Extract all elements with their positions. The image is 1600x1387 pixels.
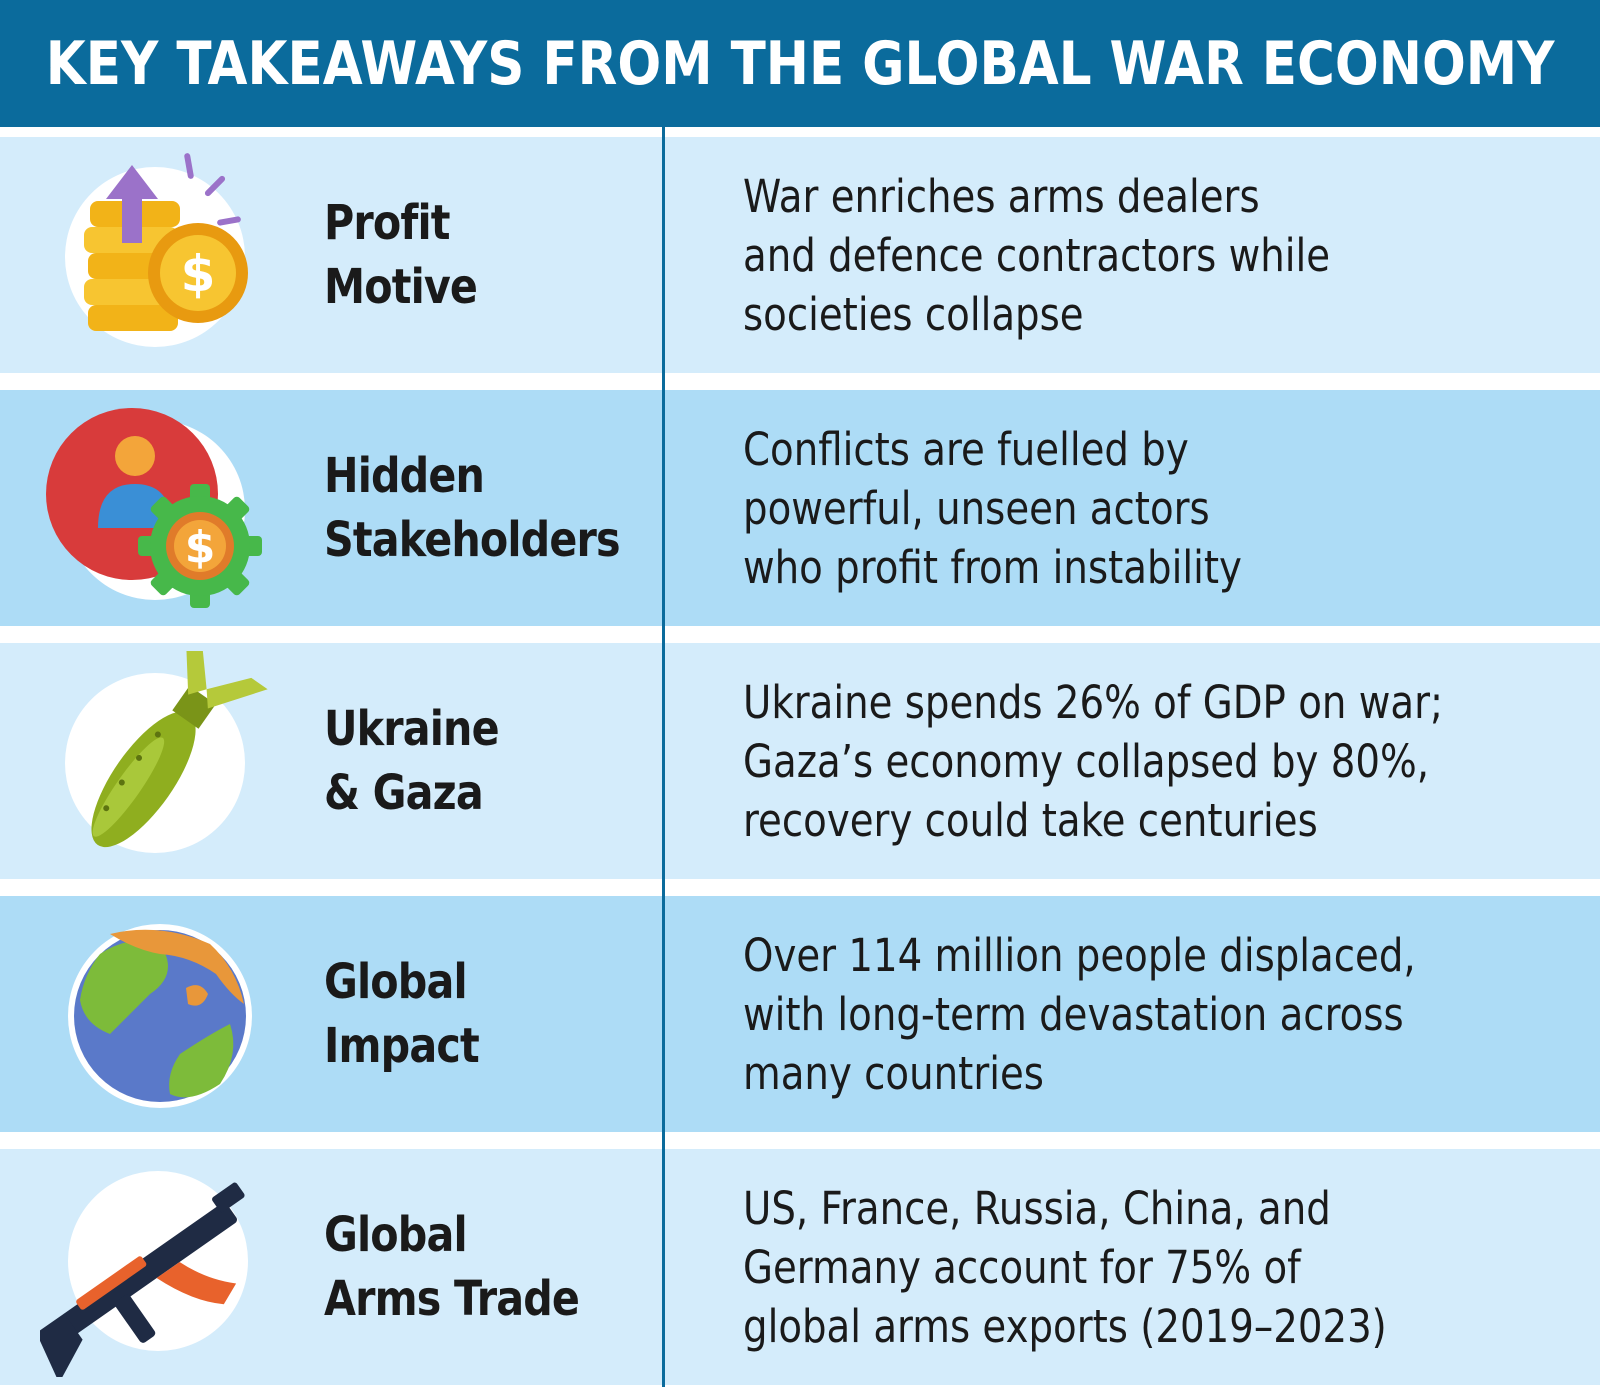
takeaway-label: Global Arms Trade — [324, 1207, 580, 1327]
globe-icon — [40, 904, 270, 1124]
takeaway-row: Global Impact Over 114 million people di… — [0, 896, 1600, 1132]
takeaway-row: $ Hidden Stakeholders Conflicts are fuel… — [0, 390, 1600, 626]
person-gear-dollar-icon: $ — [40, 398, 270, 618]
takeaway-description: Over 114 million people displaced, with … — [743, 928, 1416, 1100]
bomb-icon — [40, 651, 270, 871]
takeaway-row: Ukraine & Gaza Ukraine spends 26% of GDP… — [0, 643, 1600, 879]
page-title: KEY TAKEAWAYS FROM THE GLOBAL WAR ECONOM… — [45, 28, 1555, 99]
takeaway-label: Hidden Stakeholders — [324, 448, 621, 568]
takeaway-description: Ukraine spends 26% of GDP on war; Gaza’s… — [743, 675, 1444, 847]
takeaway-label: Profit Motive — [324, 195, 478, 315]
svg-text:$: $ — [185, 522, 216, 573]
column-divider — [662, 127, 665, 1387]
takeaway-row: Global Arms Trade US, France, Russia, Ch… — [0, 1149, 1600, 1385]
header-banner: KEY TAKEAWAYS FROM THE GLOBAL WAR ECONOM… — [0, 0, 1600, 127]
takeaway-description: US, France, Russia, China, and Germany a… — [743, 1181, 1387, 1353]
takeaway-row: $ Profit Motive War enriches arms dealer… — [0, 137, 1600, 373]
rifle-icon — [40, 1157, 270, 1377]
svg-text:$: $ — [181, 245, 216, 303]
takeaway-description: War enriches arms dealers and defence co… — [743, 169, 1331, 341]
takeaway-label: Global Impact — [324, 954, 480, 1074]
takeaway-description: Conflicts are fuelled by powerful, unsee… — [743, 422, 1242, 594]
coins-arrow-up-icon: $ — [40, 145, 270, 365]
takeaway-label: Ukraine & Gaza — [324, 701, 500, 821]
